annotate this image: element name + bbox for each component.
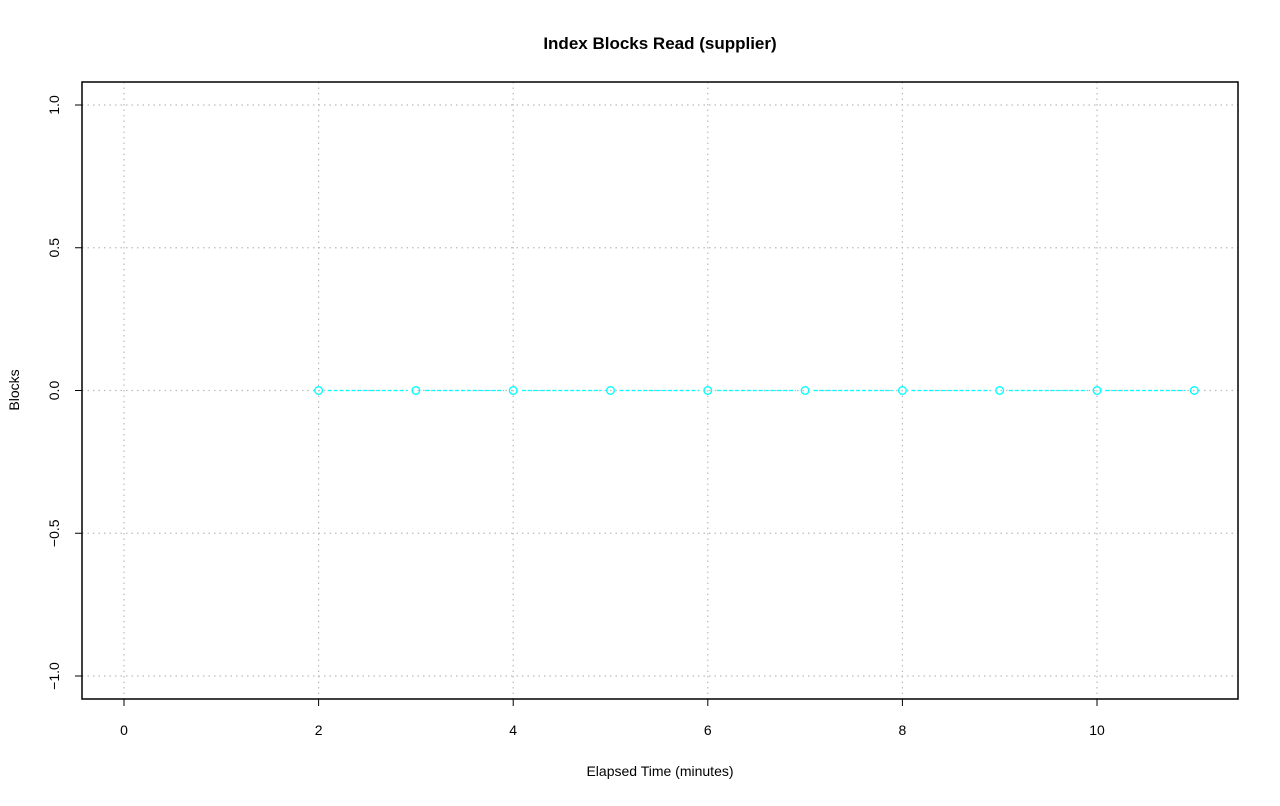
- data-point: [800, 386, 810, 396]
- x-tick-label: 6: [704, 722, 712, 738]
- x-axis-label: Elapsed Time (minutes): [586, 763, 733, 779]
- y-tick-label: 1.0: [46, 95, 62, 115]
- grid: [82, 82, 1238, 699]
- series: [314, 386, 1199, 396]
- data-point: [606, 386, 616, 396]
- x-tick-label: 8: [899, 722, 907, 738]
- data-point: [411, 386, 421, 396]
- x-tick-label: 10: [1089, 722, 1105, 738]
- data-point: [314, 386, 324, 396]
- x-tick-label: 2: [315, 722, 323, 738]
- y-tick-label: 0.5: [46, 238, 62, 258]
- data-point: [995, 386, 1005, 396]
- y-tick-label: 0.0: [46, 381, 62, 401]
- y-tick-label: −0.5: [46, 519, 62, 547]
- x-tick-label: 0: [120, 722, 128, 738]
- data-point: [508, 386, 518, 396]
- data-point: [1189, 386, 1199, 396]
- x-tick-label: 4: [509, 722, 517, 738]
- y-tick-label: −1.0: [46, 662, 62, 690]
- chart-title: Index Blocks Read (supplier): [543, 34, 776, 53]
- y-axis-label: Blocks: [6, 369, 22, 410]
- axes: 0 2 4 6 8 10 −1.0 −0.5 0.0 0.5 1.0: [46, 95, 1105, 738]
- data-point: [1092, 386, 1102, 396]
- data-point: [703, 386, 713, 396]
- data-point: [897, 386, 907, 396]
